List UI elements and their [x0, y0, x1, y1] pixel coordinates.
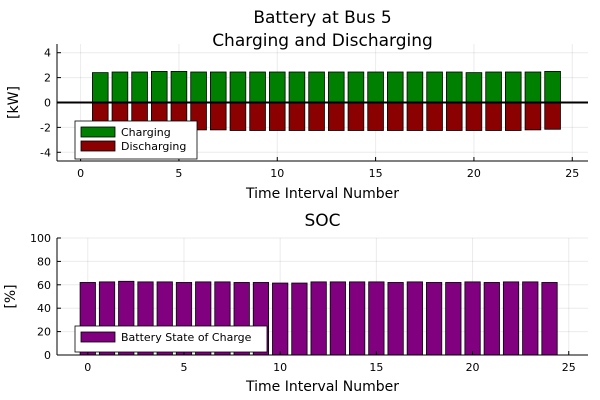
x-tick-label: 15 [369, 167, 383, 180]
y-tick-label: 0 [44, 349, 51, 362]
bar-charging [92, 72, 109, 103]
y-tick-label: -4 [40, 146, 51, 159]
y-tick-label: 80 [37, 255, 51, 268]
bar-charging [209, 71, 227, 103]
bar-discharging [544, 102, 561, 130]
bar-discharging [386, 102, 404, 131]
bar-battery-state-of-charge [272, 282, 289, 356]
bar-battery-state-of-charge [522, 281, 539, 356]
legend: Battery State of Charge [74, 325, 268, 353]
bar-charging [111, 71, 129, 103]
x-tick-label: 15 [369, 361, 383, 374]
bar-discharging [268, 102, 286, 131]
chart-title: Charging and Discharging [212, 31, 433, 51]
legend-label: Discharging [121, 140, 186, 153]
bar-battery-state-of-charge [541, 282, 558, 356]
y-tick-label: 60 [37, 279, 51, 292]
bar-charging [288, 71, 306, 103]
bar-charging [190, 71, 207, 103]
bar-battery-state-of-charge [368, 281, 385, 356]
bar-battery-state-of-charge [464, 281, 481, 356]
bar-battery-state-of-charge [329, 281, 346, 356]
x-tick-label: 20 [466, 361, 480, 374]
legend-swatch [80, 140, 116, 152]
bar-charging [524, 71, 542, 103]
bar-discharging [485, 102, 502, 131]
chart-panel-1: 0 5 10 15 20 25 -4 -2 0 2 4 Battery at Bus 5 Chargin… [6, 8, 588, 202]
bar-battery-state-of-charge [445, 282, 462, 356]
x-tick-label: 20 [467, 167, 481, 180]
bar-battery-state-of-charge [483, 282, 500, 356]
bar-discharging [445, 102, 463, 131]
y-tick-label: 20 [37, 326, 51, 339]
bar-charging [170, 70, 188, 103]
bar-discharging [465, 102, 483, 131]
bar-battery-state-of-charge [387, 282, 404, 356]
bar-charging [367, 71, 384, 103]
bar-discharging [229, 102, 247, 131]
bar-charging [347, 71, 365, 103]
bar-charging [426, 71, 443, 103]
chart-title: SOC [304, 211, 340, 231]
y-axis-label: [kW] [6, 86, 22, 119]
bar-charging [229, 71, 247, 103]
x-tick-label: 25 [565, 167, 579, 180]
x-tick-label: 10 [273, 361, 287, 374]
bar-battery-state-of-charge [349, 281, 366, 356]
bar-charging [406, 71, 424, 103]
bar-discharging [524, 102, 542, 131]
x-axis-label: Time Interval Number [245, 379, 399, 395]
x-tick-label: 5 [180, 361, 187, 374]
bar-charging [485, 71, 502, 103]
bar-discharging [288, 102, 306, 131]
legend-label: Charging [121, 126, 171, 139]
bar-charging [386, 71, 404, 103]
chart-title: Battery at Bus 5 [253, 8, 391, 28]
bar-battery-state-of-charge [502, 281, 520, 356]
bar-discharging [308, 102, 325, 131]
y-tick-label: -2 [40, 121, 51, 134]
x-tick-label: 25 [562, 361, 576, 374]
bar-charging [131, 71, 148, 103]
bar-discharging [347, 102, 365, 131]
y-tick-label: 100 [30, 232, 51, 245]
bar-discharging [209, 102, 227, 131]
y-tick-label: 40 [37, 302, 51, 315]
y-tick-label: 0 [44, 97, 51, 110]
legend-label: Battery State of Charge [121, 331, 252, 344]
y-axis-label: [%] [3, 284, 19, 308]
x-axis-label: Time Interval Number [245, 186, 399, 202]
bar-battery-state-of-charge [406, 281, 423, 356]
bar-charging [445, 71, 463, 103]
x-tick-label: 0 [77, 167, 84, 180]
bar-discharging [426, 102, 443, 131]
legend-swatch [80, 331, 116, 343]
x-tick-label: 0 [84, 361, 91, 374]
bar-charging [249, 71, 266, 103]
bar-battery-state-of-charge [310, 281, 327, 356]
bar-charging [327, 71, 345, 103]
x-tick-label: 10 [270, 167, 284, 180]
bar-charging [544, 70, 561, 103]
chart-panel-2: 0 5 10 15 20 25 0 20 40 60 80 100 SOC Time Interval N… [3, 211, 588, 395]
legend-swatch [80, 126, 116, 138]
bar-charging [465, 72, 483, 103]
bar-charging [150, 70, 168, 103]
y-tick-label: 4 [44, 47, 51, 60]
bar-discharging [406, 102, 424, 131]
bar-charging [308, 71, 325, 103]
bar-discharging [249, 102, 266, 131]
bar-battery-state-of-charge [291, 282, 308, 356]
bar-battery-state-of-charge [425, 282, 443, 356]
y-tick-label: 2 [44, 72, 51, 85]
bar-discharging [327, 102, 345, 131]
bar-charging [504, 71, 522, 103]
bar-charging [268, 71, 286, 103]
x-tick-label: 5 [175, 167, 182, 180]
bar-discharging [504, 102, 522, 131]
bar-discharging [367, 102, 384, 131]
